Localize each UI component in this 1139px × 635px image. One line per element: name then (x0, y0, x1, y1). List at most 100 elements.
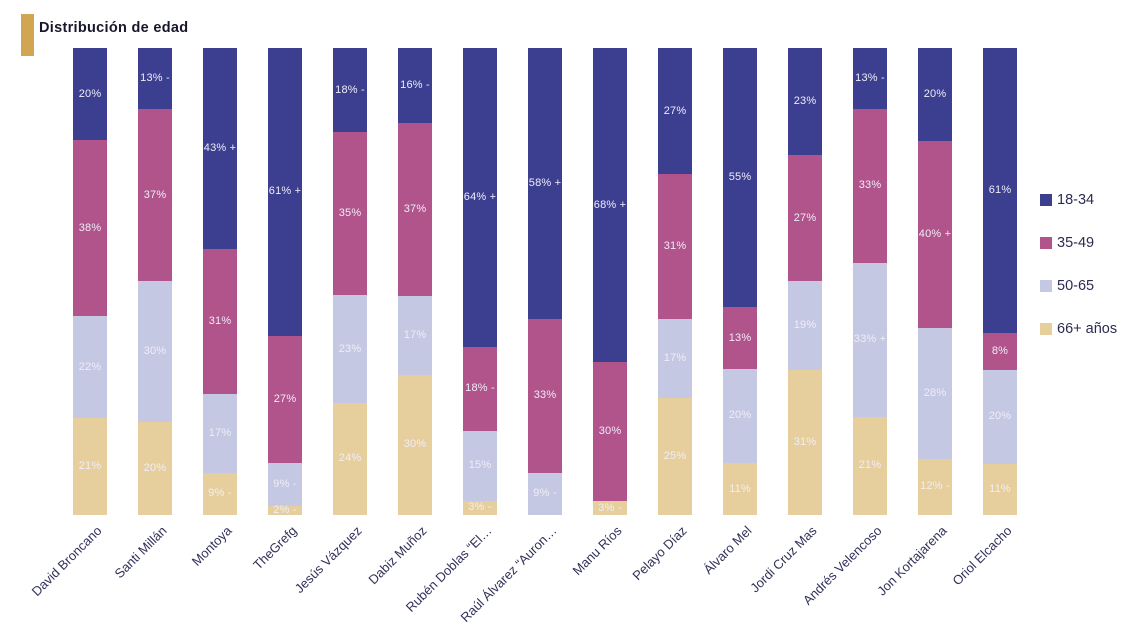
stacked-bar: 43% + 31% 17% 9% - (203, 48, 237, 515)
bar-segment: 15% (463, 430, 497, 501)
bar-segment: 33% + (853, 262, 887, 417)
bar-segment: 13% - (138, 48, 172, 109)
legend-label: 66+ años (1057, 321, 1118, 337)
bar-segment-label: 64% + (463, 190, 497, 203)
bar-segment-label: 23% (338, 342, 362, 355)
bar-segment-label: 16% - (400, 78, 430, 91)
stacked-bar: 13% - 37% 30% 20% (138, 48, 172, 515)
bar-segment: 55% (723, 48, 757, 308)
legend-swatch (1040, 323, 1052, 335)
bar-segment-label: 2% - (273, 503, 297, 516)
bar-segment-label: 37% (143, 188, 167, 201)
bar-segment: 12% - (918, 458, 952, 515)
legend-item: 66+ años (1040, 321, 1117, 337)
bar-segment: 9% - (203, 472, 237, 515)
bar-segment: 31% (203, 248, 237, 394)
bar-segment: 37% (138, 108, 172, 282)
bar-segment: 16% - (398, 48, 432, 123)
stacked-bar: 20% 40% + 28% 12% - (918, 48, 952, 515)
legend-label: 50-65 (1057, 278, 1095, 294)
bar-segment: 11% (983, 463, 1017, 515)
bar-segment-label: 30% (143, 345, 167, 358)
bar-segment: 18% - (333, 48, 367, 133)
bar-segment: 38% (73, 140, 107, 317)
bar-segment-label: 9% - (208, 487, 232, 500)
bar-segment-label: 3% - (468, 501, 492, 514)
stacked-bar: 58% + 33% 9% - (528, 48, 562, 515)
bar-segment: 13% (723, 307, 757, 369)
stacked-bar: 20% 38% 22% 21% (73, 48, 107, 515)
bar-segment-label: 9% - (273, 477, 297, 490)
stacked-bar: 23% 27% 19% 31% (788, 48, 822, 515)
stacked-bar: 27% 31% 17% 25% (658, 48, 692, 515)
bar-segment-label: 20% (988, 410, 1012, 423)
bar-segment-label: 38% (78, 221, 102, 234)
bar-segment: 35% (333, 132, 367, 296)
x-axis-label: David Broncano (28, 523, 105, 600)
bar-segment-label: 33% (858, 179, 882, 192)
bar-segment: 17% (203, 393, 237, 473)
bar-segment: 22% (73, 316, 107, 418)
bar-segment: 13% - (853, 48, 887, 109)
bar-segment: 30% (593, 362, 627, 502)
bar-segment: 37% (398, 122, 432, 296)
bar-segment-label: 40% + (918, 228, 952, 241)
bar-segment: 25% (658, 398, 692, 515)
bar-segment-label: 23% (793, 95, 817, 108)
stacked-bar: 18% - 35% 23% 24% (333, 48, 367, 515)
bar-segment: 40% + (918, 141, 952, 329)
bar-segment-label: 61% + (268, 185, 302, 198)
stacked-bar: 61% 8% 20% 11% (983, 48, 1017, 515)
bar-segment-label: 22% (78, 360, 102, 373)
bar-segment: 20% (918, 48, 952, 142)
bar-segment: 9% - (528, 472, 562, 515)
bar-segment-label: 30% (598, 425, 622, 438)
bar-segment-label: 43% + (203, 141, 237, 154)
bar-segment-label: 21% (78, 459, 102, 472)
bar-segment-label: 30% (403, 438, 427, 451)
bar-segment: 61% + (268, 48, 302, 336)
bar-segment-label: 3% - (598, 501, 622, 514)
bar-segment-label: 61% (988, 183, 1012, 196)
bar-segment: 20% (983, 370, 1017, 464)
bar-segment-label: 17% (403, 328, 427, 341)
stacked-bar: 68% + 30% 3% - (593, 48, 627, 515)
stacked-bar: 64% + 18% - 15% 3% - (463, 48, 497, 515)
legend-swatch (1040, 280, 1052, 292)
bar-segment: 30% (398, 374, 432, 515)
bar-segment: 27% (268, 335, 302, 464)
bar-segment-label: 11% (729, 482, 751, 495)
stacked-bar: 16% - 37% 17% 30% (398, 48, 432, 515)
bar-segment: 43% + (203, 48, 237, 249)
bar-segment-label: 35% (338, 207, 362, 220)
legend-item: 50-65 (1040, 278, 1094, 294)
legend-label: 18-34 (1057, 192, 1095, 208)
legend-label: 35-49 (1057, 235, 1095, 251)
bar-segment-label: 20% (728, 409, 752, 422)
bar-segment-label: 13% - (140, 71, 170, 84)
title-accent-bar (21, 14, 34, 56)
bar-segment: 33% (528, 318, 562, 473)
bar-segment: 24% (333, 402, 367, 515)
bar-segment-label: 9% - (533, 487, 557, 500)
stacked-bar: 61% + 27% 9% - 2% - (268, 48, 302, 515)
bar-segment-label: 24% (338, 452, 362, 465)
bar-segment-label: 20% (143, 461, 167, 474)
bar-segment-label: 37% (403, 202, 427, 215)
bar-segment-label: 28% (923, 387, 947, 400)
bar-segment: 20% (723, 368, 757, 464)
bar-segment: 23% (333, 295, 367, 403)
bar-segment: 17% (658, 318, 692, 399)
bar-segment: 30% (138, 281, 172, 422)
bar-segment-label: 31% (663, 239, 687, 252)
legend-item: 18-34 (1040, 192, 1094, 208)
bar-segment-label: 18% - (465, 382, 495, 395)
bar-segment: 27% (788, 155, 822, 282)
bar-segment-label: 68% + (593, 198, 627, 211)
stacked-bar: 55% 13% 20% 11% (723, 48, 757, 515)
bar-segment-label: 13% (728, 331, 752, 344)
bar-segment: 64% + (463, 48, 497, 347)
bar-segment: 20% (73, 48, 107, 141)
